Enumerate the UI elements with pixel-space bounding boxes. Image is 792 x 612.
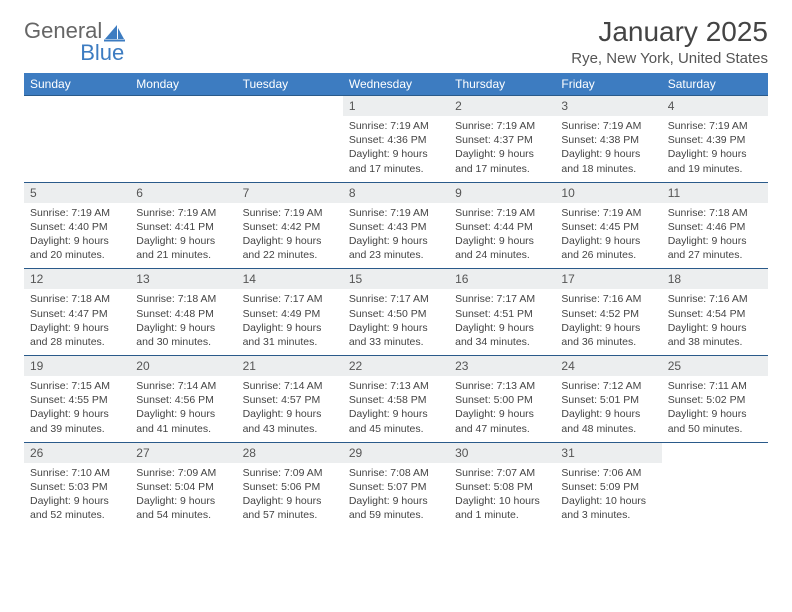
day-number-cell: 28 bbox=[237, 442, 343, 463]
day-number-cell: 16 bbox=[449, 269, 555, 290]
day-detail-row: Sunrise: 7:18 AMSunset: 4:47 PMDaylight:… bbox=[24, 289, 768, 355]
logo-text-1: General bbox=[24, 20, 102, 42]
day-detail-row: Sunrise: 7:10 AMSunset: 5:03 PMDaylight:… bbox=[24, 463, 768, 529]
day-detail-cell bbox=[237, 116, 343, 182]
day-detail-cell: Sunrise: 7:19 AMSunset: 4:40 PMDaylight:… bbox=[24, 203, 130, 269]
day-detail-cell: Sunrise: 7:19 AMSunset: 4:39 PMDaylight:… bbox=[662, 116, 768, 182]
day-detail-cell bbox=[130, 116, 236, 182]
day-detail-cell: Sunrise: 7:19 AMSunset: 4:38 PMDaylight:… bbox=[555, 116, 661, 182]
day-detail-cell: Sunrise: 7:14 AMSunset: 4:57 PMDaylight:… bbox=[237, 376, 343, 442]
day-detail-cell: Sunrise: 7:09 AMSunset: 5:06 PMDaylight:… bbox=[237, 463, 343, 529]
day-detail-cell: Sunrise: 7:09 AMSunset: 5:04 PMDaylight:… bbox=[130, 463, 236, 529]
day-detail-cell: Sunrise: 7:16 AMSunset: 4:52 PMDaylight:… bbox=[555, 289, 661, 355]
header-row: GeneralBlue January 2025 Rye, New York, … bbox=[24, 16, 768, 67]
day-detail-cell: Sunrise: 7:17 AMSunset: 4:51 PMDaylight:… bbox=[449, 289, 555, 355]
day-number-cell: 2 bbox=[449, 96, 555, 117]
weekday-header-row: Sunday Monday Tuesday Wednesday Thursday… bbox=[24, 73, 768, 96]
day-detail-cell: Sunrise: 7:19 AMSunset: 4:42 PMDaylight:… bbox=[237, 203, 343, 269]
day-detail-cell: Sunrise: 7:15 AMSunset: 4:55 PMDaylight:… bbox=[24, 376, 130, 442]
calendar-page: GeneralBlue January 2025 Rye, New York, … bbox=[0, 0, 792, 545]
day-detail-cell: Sunrise: 7:13 AMSunset: 4:58 PMDaylight:… bbox=[343, 376, 449, 442]
day-number-cell: 4 bbox=[662, 96, 768, 117]
day-detail-cell: Sunrise: 7:07 AMSunset: 5:08 PMDaylight:… bbox=[449, 463, 555, 529]
day-detail-cell: Sunrise: 7:18 AMSunset: 4:47 PMDaylight:… bbox=[24, 289, 130, 355]
day-number-cell: 12 bbox=[24, 269, 130, 290]
day-detail-cell: Sunrise: 7:19 AMSunset: 4:36 PMDaylight:… bbox=[343, 116, 449, 182]
day-number-cell: 8 bbox=[343, 182, 449, 203]
calendar-table: Sunday Monday Tuesday Wednesday Thursday… bbox=[24, 73, 768, 529]
day-number-cell: 29 bbox=[343, 442, 449, 463]
weekday-header: Wednesday bbox=[343, 73, 449, 96]
day-number-cell: 13 bbox=[130, 269, 236, 290]
day-number-cell bbox=[24, 96, 130, 117]
logo: GeneralBlue bbox=[24, 16, 126, 64]
day-number-cell bbox=[130, 96, 236, 117]
day-detail-row: Sunrise: 7:15 AMSunset: 4:55 PMDaylight:… bbox=[24, 376, 768, 442]
day-number-row: 1234 bbox=[24, 96, 768, 117]
day-detail-cell: Sunrise: 7:18 AMSunset: 4:48 PMDaylight:… bbox=[130, 289, 236, 355]
day-detail-cell: Sunrise: 7:08 AMSunset: 5:07 PMDaylight:… bbox=[343, 463, 449, 529]
logo-text-2: Blue bbox=[80, 42, 124, 64]
day-number-cell: 21 bbox=[237, 356, 343, 377]
day-number-cell: 1 bbox=[343, 96, 449, 117]
day-number-row: 567891011 bbox=[24, 182, 768, 203]
day-detail-cell: Sunrise: 7:13 AMSunset: 5:00 PMDaylight:… bbox=[449, 376, 555, 442]
day-detail-cell: Sunrise: 7:12 AMSunset: 5:01 PMDaylight:… bbox=[555, 376, 661, 442]
day-number-cell: 15 bbox=[343, 269, 449, 290]
day-detail-cell: Sunrise: 7:10 AMSunset: 5:03 PMDaylight:… bbox=[24, 463, 130, 529]
day-number-row: 19202122232425 bbox=[24, 356, 768, 377]
day-detail-cell bbox=[662, 463, 768, 529]
day-number-cell: 17 bbox=[555, 269, 661, 290]
day-number-cell: 19 bbox=[24, 356, 130, 377]
day-detail-cell: Sunrise: 7:17 AMSunset: 4:50 PMDaylight:… bbox=[343, 289, 449, 355]
day-number-cell: 23 bbox=[449, 356, 555, 377]
day-detail-cell: Sunrise: 7:17 AMSunset: 4:49 PMDaylight:… bbox=[237, 289, 343, 355]
day-detail-cell: Sunrise: 7:19 AMSunset: 4:44 PMDaylight:… bbox=[449, 203, 555, 269]
weekday-header: Friday bbox=[555, 73, 661, 96]
weekday-header: Monday bbox=[130, 73, 236, 96]
day-number-cell: 22 bbox=[343, 356, 449, 377]
day-detail-cell: Sunrise: 7:06 AMSunset: 5:09 PMDaylight:… bbox=[555, 463, 661, 529]
day-detail-cell: Sunrise: 7:16 AMSunset: 4:54 PMDaylight:… bbox=[662, 289, 768, 355]
day-number-row: 12131415161718 bbox=[24, 269, 768, 290]
day-number-cell: 18 bbox=[662, 269, 768, 290]
weekday-header: Saturday bbox=[662, 73, 768, 96]
day-number-cell: 20 bbox=[130, 356, 236, 377]
day-detail-cell: Sunrise: 7:14 AMSunset: 4:56 PMDaylight:… bbox=[130, 376, 236, 442]
weekday-header: Tuesday bbox=[237, 73, 343, 96]
weekday-header: Sunday bbox=[24, 73, 130, 96]
day-number-cell: 27 bbox=[130, 442, 236, 463]
day-number-cell: 30 bbox=[449, 442, 555, 463]
day-detail-row: Sunrise: 7:19 AMSunset: 4:40 PMDaylight:… bbox=[24, 203, 768, 269]
title-block: January 2025 Rye, New York, United State… bbox=[571, 16, 768, 67]
day-number-cell bbox=[237, 96, 343, 117]
day-number-cell: 3 bbox=[555, 96, 661, 117]
day-detail-cell: Sunrise: 7:11 AMSunset: 5:02 PMDaylight:… bbox=[662, 376, 768, 442]
day-detail-cell: Sunrise: 7:19 AMSunset: 4:45 PMDaylight:… bbox=[555, 203, 661, 269]
day-number-cell: 9 bbox=[449, 182, 555, 203]
day-number-cell: 25 bbox=[662, 356, 768, 377]
day-number-cell: 14 bbox=[237, 269, 343, 290]
weekday-header: Thursday bbox=[449, 73, 555, 96]
day-number-cell: 31 bbox=[555, 442, 661, 463]
month-title: January 2025 bbox=[571, 16, 768, 48]
day-detail-cell: Sunrise: 7:18 AMSunset: 4:46 PMDaylight:… bbox=[662, 203, 768, 269]
day-number-row: 262728293031 bbox=[24, 442, 768, 463]
day-number-cell: 11 bbox=[662, 182, 768, 203]
day-number-cell: 10 bbox=[555, 182, 661, 203]
day-number-cell bbox=[662, 442, 768, 463]
day-detail-row: Sunrise: 7:19 AMSunset: 4:36 PMDaylight:… bbox=[24, 116, 768, 182]
day-detail-cell: Sunrise: 7:19 AMSunset: 4:43 PMDaylight:… bbox=[343, 203, 449, 269]
day-number-cell: 7 bbox=[237, 182, 343, 203]
day-number-cell: 6 bbox=[130, 182, 236, 203]
day-number-cell: 26 bbox=[24, 442, 130, 463]
day-number-cell: 5 bbox=[24, 182, 130, 203]
day-detail-cell: Sunrise: 7:19 AMSunset: 4:37 PMDaylight:… bbox=[449, 116, 555, 182]
day-number-cell: 24 bbox=[555, 356, 661, 377]
day-detail-cell bbox=[24, 116, 130, 182]
location-subtitle: Rye, New York, United States bbox=[571, 50, 768, 67]
day-detail-cell: Sunrise: 7:19 AMSunset: 4:41 PMDaylight:… bbox=[130, 203, 236, 269]
